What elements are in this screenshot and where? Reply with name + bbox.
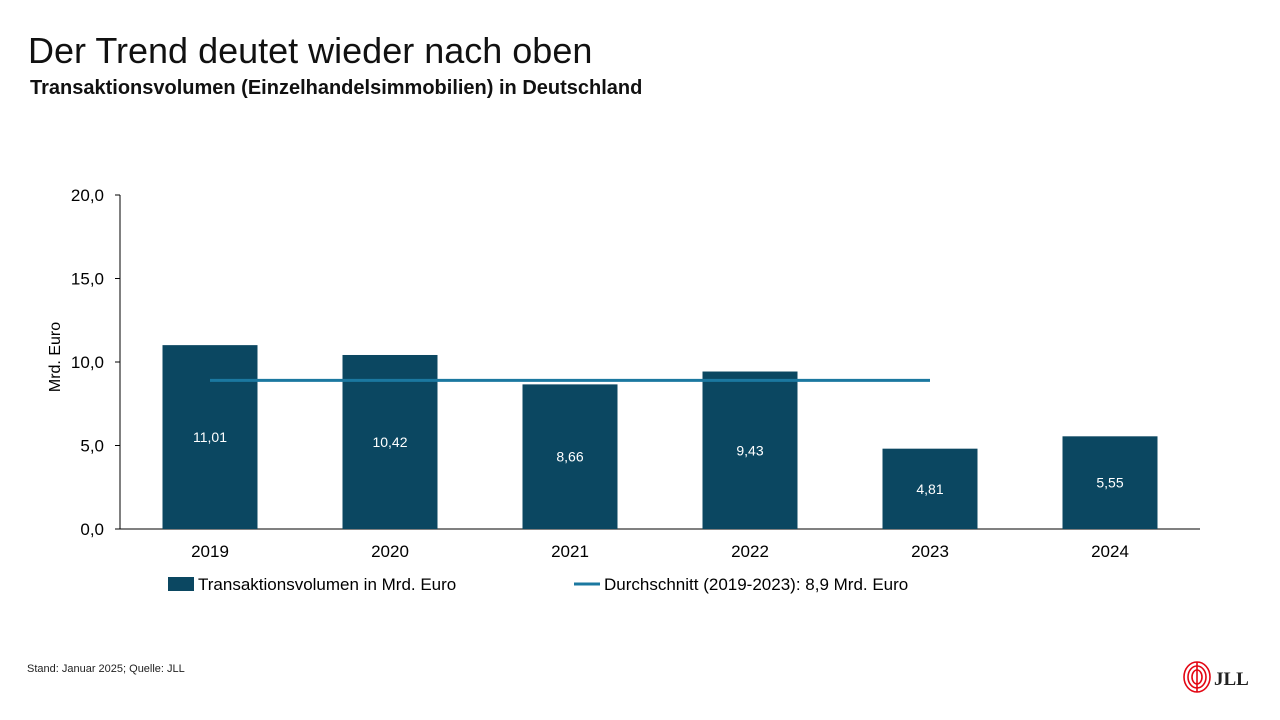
legend-label-bars: Transaktionsvolumen in Mrd. Euro <box>198 575 456 594</box>
bar-value-label: 8,66 <box>556 449 583 465</box>
x-tick-label: 2020 <box>371 542 409 561</box>
page-subtitle: Transaktionsvolumen (Einzelhandelsimmobi… <box>30 77 643 99</box>
bar-value-label: 11,01 <box>193 429 227 445</box>
page-title: Der Trend deutet wieder nach oben <box>28 30 593 71</box>
bar-value-label: 10,42 <box>372 434 407 450</box>
bar <box>702 371 798 529</box>
y-tick-label: 10,0 <box>71 353 104 372</box>
bar-value-label: 4,81 <box>916 481 943 497</box>
source-note: Stand: Januar 2025; Quelle: JLL <box>27 663 185 675</box>
x-tick-label: 2022 <box>731 542 769 561</box>
y-tick-label: 15,0 <box>71 270 104 289</box>
legend-swatch-bars <box>168 577 194 591</box>
bar <box>1062 436 1158 529</box>
jll-logo: JLL <box>1183 661 1249 693</box>
y-tick-label: 20,0 <box>71 186 104 205</box>
y-axis-label: Mrd. Euro <box>47 322 64 392</box>
x-tick-label: 2021 <box>551 542 589 561</box>
y-tick-label: 0,0 <box>80 520 104 539</box>
bar-value-label: 9,43 <box>736 442 763 458</box>
bar <box>882 448 978 529</box>
x-tick-label: 2019 <box>191 542 229 561</box>
bar-value-label: 5,55 <box>1096 475 1123 491</box>
legend-label-average: Durchschnitt (2019-2023): 8,9 Mrd. Euro <box>604 575 908 594</box>
x-tick-label: 2024 <box>1091 542 1129 561</box>
bar <box>522 384 618 529</box>
x-tick-label: 2023 <box>911 542 949 561</box>
bar <box>162 345 258 529</box>
bar <box>342 354 438 529</box>
y-tick-label: 5,0 <box>80 437 104 456</box>
jll-logo-text: JLL <box>1214 669 1249 690</box>
